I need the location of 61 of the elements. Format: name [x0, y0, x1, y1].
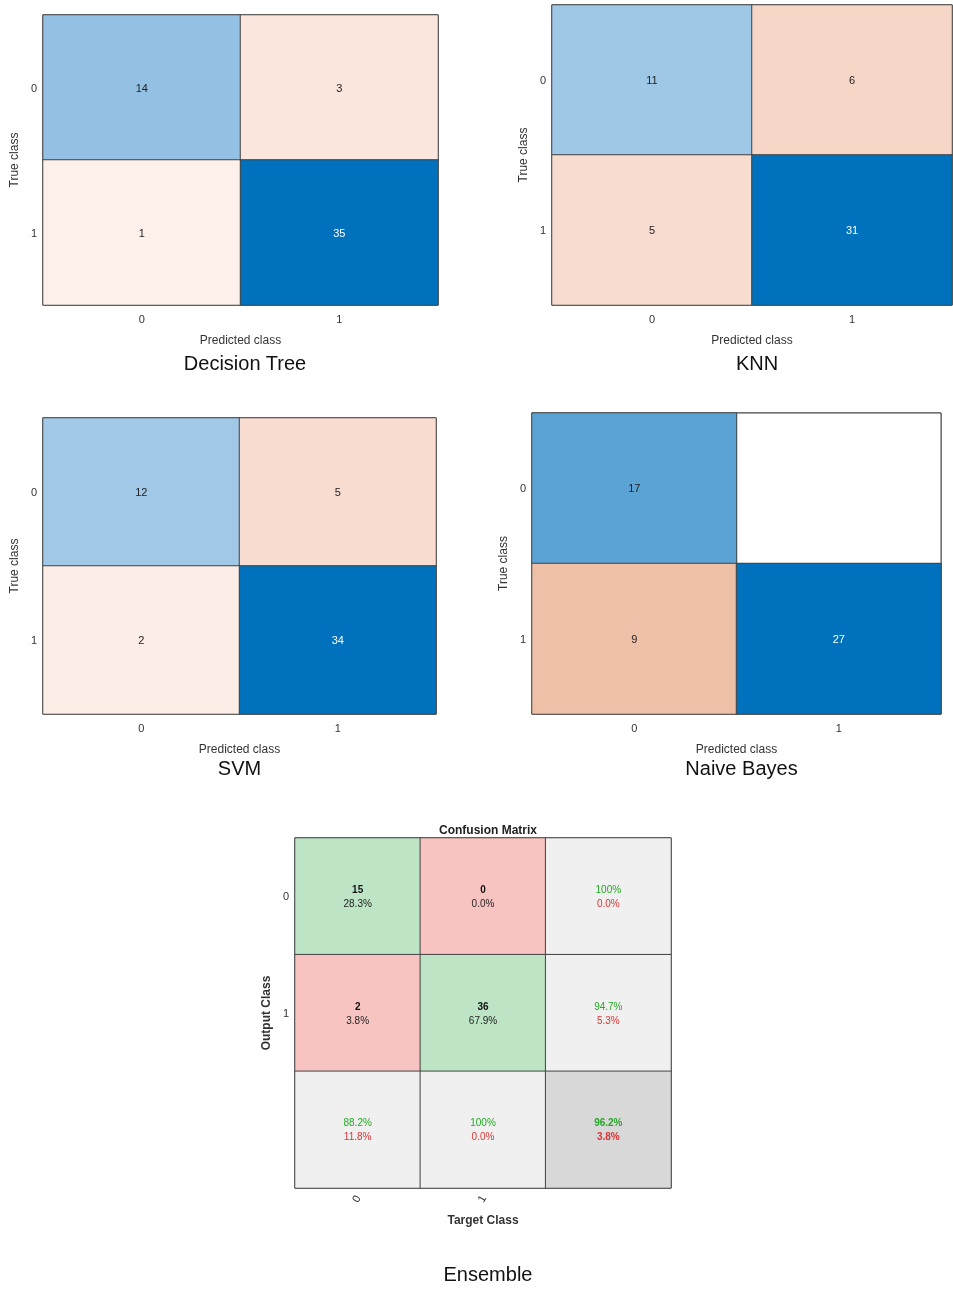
y-axis-title: True class — [515, 127, 530, 183]
text: SVM — [217, 757, 262, 779]
y-tick-label: 1 — [30, 634, 38, 646]
data-label: 100% — [470, 1117, 496, 1129]
x-tick-label: 1 — [848, 312, 856, 325]
y-axis-title: True class — [7, 538, 21, 594]
x-tick-label: 0 — [631, 721, 638, 734]
data-label: 15 — [352, 883, 364, 895]
data-label: 11 — [646, 74, 658, 86]
x-axis-title: Predicted class — [711, 333, 793, 347]
annotation: 28.3% — [343, 897, 372, 909]
data-label: 35 — [333, 226, 346, 239]
x-axis-title: Predicted class — [695, 742, 778, 756]
data-label: 9 — [631, 632, 638, 645]
x-axis-title: Target Class — [447, 1213, 519, 1227]
data-label: 5 — [648, 224, 656, 236]
data-label: 0 — [480, 883, 487, 895]
x-tick-label: 0 — [138, 721, 145, 734]
data-label: 100% — [595, 883, 622, 895]
data-label: 34 — [331, 634, 344, 646]
text: KNN — [735, 352, 779, 374]
y-axis-title: Output Class — [258, 975, 273, 1051]
x-tick-label: 1 — [336, 312, 343, 325]
x-tick-label: 1 — [835, 721, 842, 734]
data-label: 31 — [845, 224, 859, 236]
chart-subtitle: Confusion Matrix — [439, 823, 538, 837]
annotation: 0.0% — [596, 897, 620, 909]
annotation: 67.9% — [468, 1014, 498, 1026]
y-tick-label: 0 — [30, 486, 38, 498]
annotation: 0.0% — [471, 897, 495, 909]
annotation: 11.8% — [343, 1131, 372, 1143]
data-label: 36 — [477, 1000, 489, 1012]
y-axis-title: True class — [7, 132, 21, 188]
data-label: 27 — [832, 632, 845, 645]
data-label: 6 — [848, 74, 856, 86]
annotation: 3.8% — [346, 1014, 370, 1026]
data-label: 17 — [628, 482, 641, 495]
x-tick-label: 1 — [334, 721, 341, 734]
data-label: 5 — [334, 486, 341, 498]
y-tick-label: 0 — [30, 81, 38, 94]
annotation: 0.0% — [471, 1131, 495, 1143]
text: Naive Bayes — [685, 757, 798, 779]
x-tick-label: 0 — [138, 312, 145, 325]
y-axis-title: True class — [495, 536, 510, 591]
text: Decision Tree — [183, 352, 307, 374]
annotation: 5.3% — [596, 1014, 620, 1026]
x-axis-title: Predicted class — [199, 333, 282, 347]
text: Ensemble — [443, 1263, 533, 1285]
x-axis-title: Predicted class — [198, 742, 281, 756]
data-label: 12 — [135, 486, 148, 498]
data-label: 2 — [354, 1000, 361, 1012]
data-label: 88.2% — [343, 1117, 372, 1129]
data-label: 1 — [138, 226, 145, 239]
x-tick-label: 0 — [648, 312, 656, 325]
data-label: 3 — [336, 81, 343, 94]
data-label: 2 — [138, 634, 145, 646]
data-label: 94.7% — [594, 1000, 623, 1012]
annotation: 3.8% — [596, 1131, 620, 1143]
data-label: 96.2% — [594, 1117, 623, 1129]
y-tick-label: 1 — [30, 226, 38, 239]
data-label: 14 — [135, 81, 148, 94]
